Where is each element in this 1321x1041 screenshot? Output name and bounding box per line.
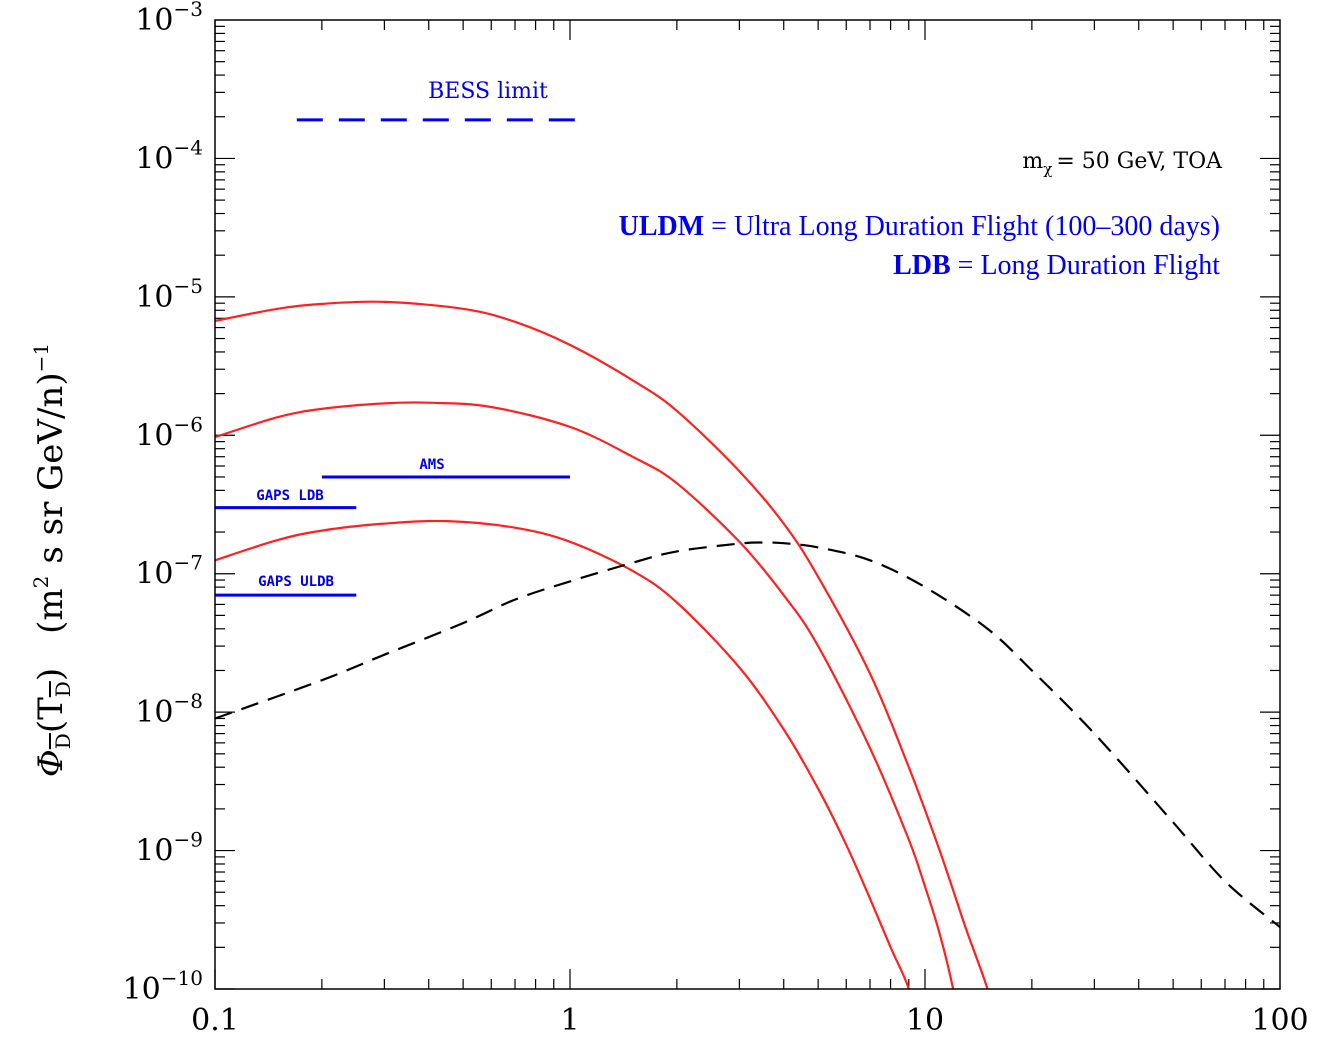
y-tick-label: 10−8 (135, 689, 203, 730)
ylabel-arg: (T (31, 697, 71, 733)
ldb-text: = Long Duration Flight (951, 250, 1221, 281)
limits-layer (215, 118, 585, 597)
y-tick-labels: 10−3 10−4 10−5 10−6 10−7 10−8 10−9 10−10 (123, 0, 203, 1007)
ldb-annotation: LDB = Long Duration Flight (893, 250, 1220, 281)
x-tick-label: 100 (1251, 1003, 1308, 1038)
series-line-2 (215, 401, 955, 989)
y-tick-label: 10−7 (135, 551, 203, 592)
series-line-3 (215, 519, 910, 989)
x-tick-label: 0.1 (191, 1003, 239, 1038)
y-tick-label: 10−9 (135, 828, 203, 869)
minor-ticks (215, 20, 1280, 989)
mass-annotation: mχ = 50 GeV, TOA (1022, 149, 1223, 178)
mass-subscript: χ (1043, 160, 1052, 178)
y-axis-label: ΦD(TD)(m2s sr GeV/n)−1 (29, 343, 75, 777)
y-tick-label: 10−4 (135, 135, 203, 176)
plot-frame (214, 19, 1281, 990)
x-tick-labels: 0.1 1 10 100 (191, 1003, 1308, 1038)
ylabel-arg-sub: D (51, 681, 75, 697)
uldm-bold: ULDM (619, 211, 705, 242)
limit-label-gaps-uldb: GAPS ULDB (258, 574, 334, 590)
series-line-4 (215, 541, 1280, 928)
series-layer (215, 300, 1280, 989)
y-tick-label: 10−10 (123, 966, 203, 1007)
ylabel-phi: Φ (31, 749, 71, 777)
y-tick-label: 10−3 (135, 0, 203, 38)
mass-text: = 50 GeV, TOA (1056, 149, 1223, 174)
series-line-1 (215, 300, 989, 989)
mass-symbol: m (1022, 149, 1043, 174)
y-tick-label: 10−5 (135, 274, 203, 315)
uldm-text: = Ultra Long Duration Flight (100–300 da… (704, 211, 1220, 242)
y-tick-label: 10−6 (135, 412, 203, 453)
ylabel-phi-sub: D (51, 733, 75, 749)
ldb-bold: LDB (893, 250, 951, 281)
limit-label-ams: AMS (419, 457, 444, 473)
x-tick-label: 10 (906, 1003, 944, 1038)
uldm-annotation: ULDM = Ultra Long Duration Flight (100–3… (619, 211, 1220, 242)
limit-label-bess: BESS limit (428, 79, 548, 104)
ylabel-units-open: (m (31, 588, 71, 634)
ylabel-units-rest: s sr GeV/n) (31, 372, 71, 563)
limit-label-gaps-ldb: GAPS LDB (256, 488, 323, 504)
ylabel-units-exp: −1 (29, 343, 53, 372)
x-tick-label: 1 (560, 1003, 579, 1038)
ylabel-arg-close: ) (31, 668, 71, 681)
ylabel-units-sq: 2 (29, 576, 53, 589)
